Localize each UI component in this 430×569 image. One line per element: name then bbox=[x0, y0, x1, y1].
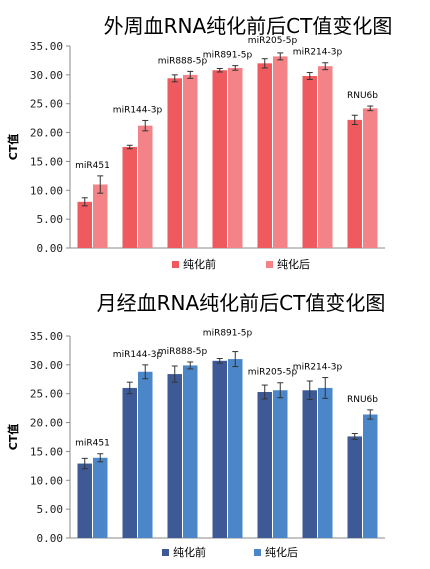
y-axis-title: CT值 bbox=[6, 134, 20, 161]
category-label: miR144-3p bbox=[113, 350, 163, 360]
category-label: miR214-3p bbox=[293, 363, 343, 373]
legend-label: 纯化后 bbox=[265, 545, 298, 559]
bar-before bbox=[77, 201, 92, 248]
bar-after bbox=[183, 74, 198, 248]
bar-before bbox=[347, 119, 362, 248]
y-tick-label: 5.00 bbox=[37, 503, 64, 516]
bar-after bbox=[273, 390, 288, 538]
y-tick-label: 25.00 bbox=[30, 98, 63, 111]
legend-swatch bbox=[162, 549, 169, 556]
bar-after bbox=[273, 56, 288, 248]
bar-before bbox=[257, 391, 272, 538]
legend-label: 纯化前 bbox=[173, 545, 206, 559]
y-tick-label: 10.00 bbox=[30, 474, 63, 487]
y-tick-label: 20.00 bbox=[30, 127, 63, 140]
y-tick-label: 15.00 bbox=[30, 155, 63, 168]
bar-after bbox=[138, 125, 153, 248]
category-label: miR205-5p bbox=[248, 368, 298, 378]
category-label: miR451 bbox=[75, 439, 110, 449]
bar-before bbox=[167, 78, 182, 248]
chart-1: 外周血RNA纯化前后CT值变化图 0.00 5.00 10.00 15.00 20.00 2… bbox=[6, 14, 392, 271]
bar-after bbox=[318, 66, 333, 248]
y-axis-title: CT值 bbox=[6, 424, 20, 451]
bar-after bbox=[93, 457, 108, 538]
y-tick-label: 25.00 bbox=[30, 388, 63, 401]
category-label: miR888-5p bbox=[158, 56, 208, 66]
bar-after bbox=[228, 359, 243, 538]
y-tick-label: 0.00 bbox=[37, 242, 64, 255]
bar-after bbox=[93, 184, 108, 248]
category-label: RNU6b bbox=[347, 91, 378, 101]
category-label: miR888-5p bbox=[158, 347, 208, 357]
bar-before bbox=[212, 360, 227, 538]
y-tick-label: 35.00 bbox=[30, 330, 63, 343]
legend-label: 纯化后 bbox=[277, 257, 310, 271]
bar-before bbox=[302, 76, 317, 248]
category-label: miR214-3p bbox=[293, 48, 343, 58]
y-tick-label: 10.00 bbox=[30, 184, 63, 197]
legend-swatch bbox=[172, 261, 179, 268]
category-label: miR891-5p bbox=[203, 329, 253, 339]
legend-swatch bbox=[266, 261, 273, 268]
bar-after bbox=[183, 365, 198, 538]
bar-before bbox=[167, 374, 182, 538]
chart-title: 外周血RNA纯化前后CT值变化图 bbox=[104, 14, 393, 38]
bar-before bbox=[122, 387, 137, 538]
bar-after bbox=[363, 414, 378, 538]
bar-after bbox=[138, 371, 153, 538]
bar-before bbox=[347, 436, 362, 538]
category-label: miR144-3p bbox=[113, 105, 163, 115]
bar-after bbox=[363, 108, 378, 249]
category-label: RNU6b bbox=[347, 395, 378, 405]
y-tick-label: 0.00 bbox=[37, 532, 64, 545]
bar-after bbox=[318, 387, 333, 538]
category-label: miR205-5p bbox=[248, 36, 298, 46]
y-tick-label: 30.00 bbox=[30, 69, 63, 82]
y-tick-label: 15.00 bbox=[30, 445, 63, 458]
legend-label: 纯化前 bbox=[183, 257, 216, 271]
bar-before bbox=[77, 463, 92, 538]
bar-before bbox=[302, 390, 317, 538]
bar-before bbox=[122, 147, 137, 248]
bar-before bbox=[257, 63, 272, 248]
chart-title: 月经血RNA纯化前后CT值变化图 bbox=[97, 291, 386, 315]
y-tick-label: 30.00 bbox=[30, 359, 63, 372]
category-label: miR451 bbox=[75, 161, 110, 171]
bar-before bbox=[212, 70, 227, 249]
y-tick-label: 5.00 bbox=[37, 213, 64, 226]
y-tick-label: 35.00 bbox=[30, 40, 63, 53]
chart-2: 月经血RNA纯化前后CT值变化图 0.00 5.00 10.00 15.00 20.00 2… bbox=[6, 291, 385, 559]
y-tick-label: 20.00 bbox=[30, 417, 63, 430]
category-label: miR891-5p bbox=[203, 51, 253, 61]
legend-swatch bbox=[254, 549, 261, 556]
bar-after bbox=[228, 67, 243, 248]
